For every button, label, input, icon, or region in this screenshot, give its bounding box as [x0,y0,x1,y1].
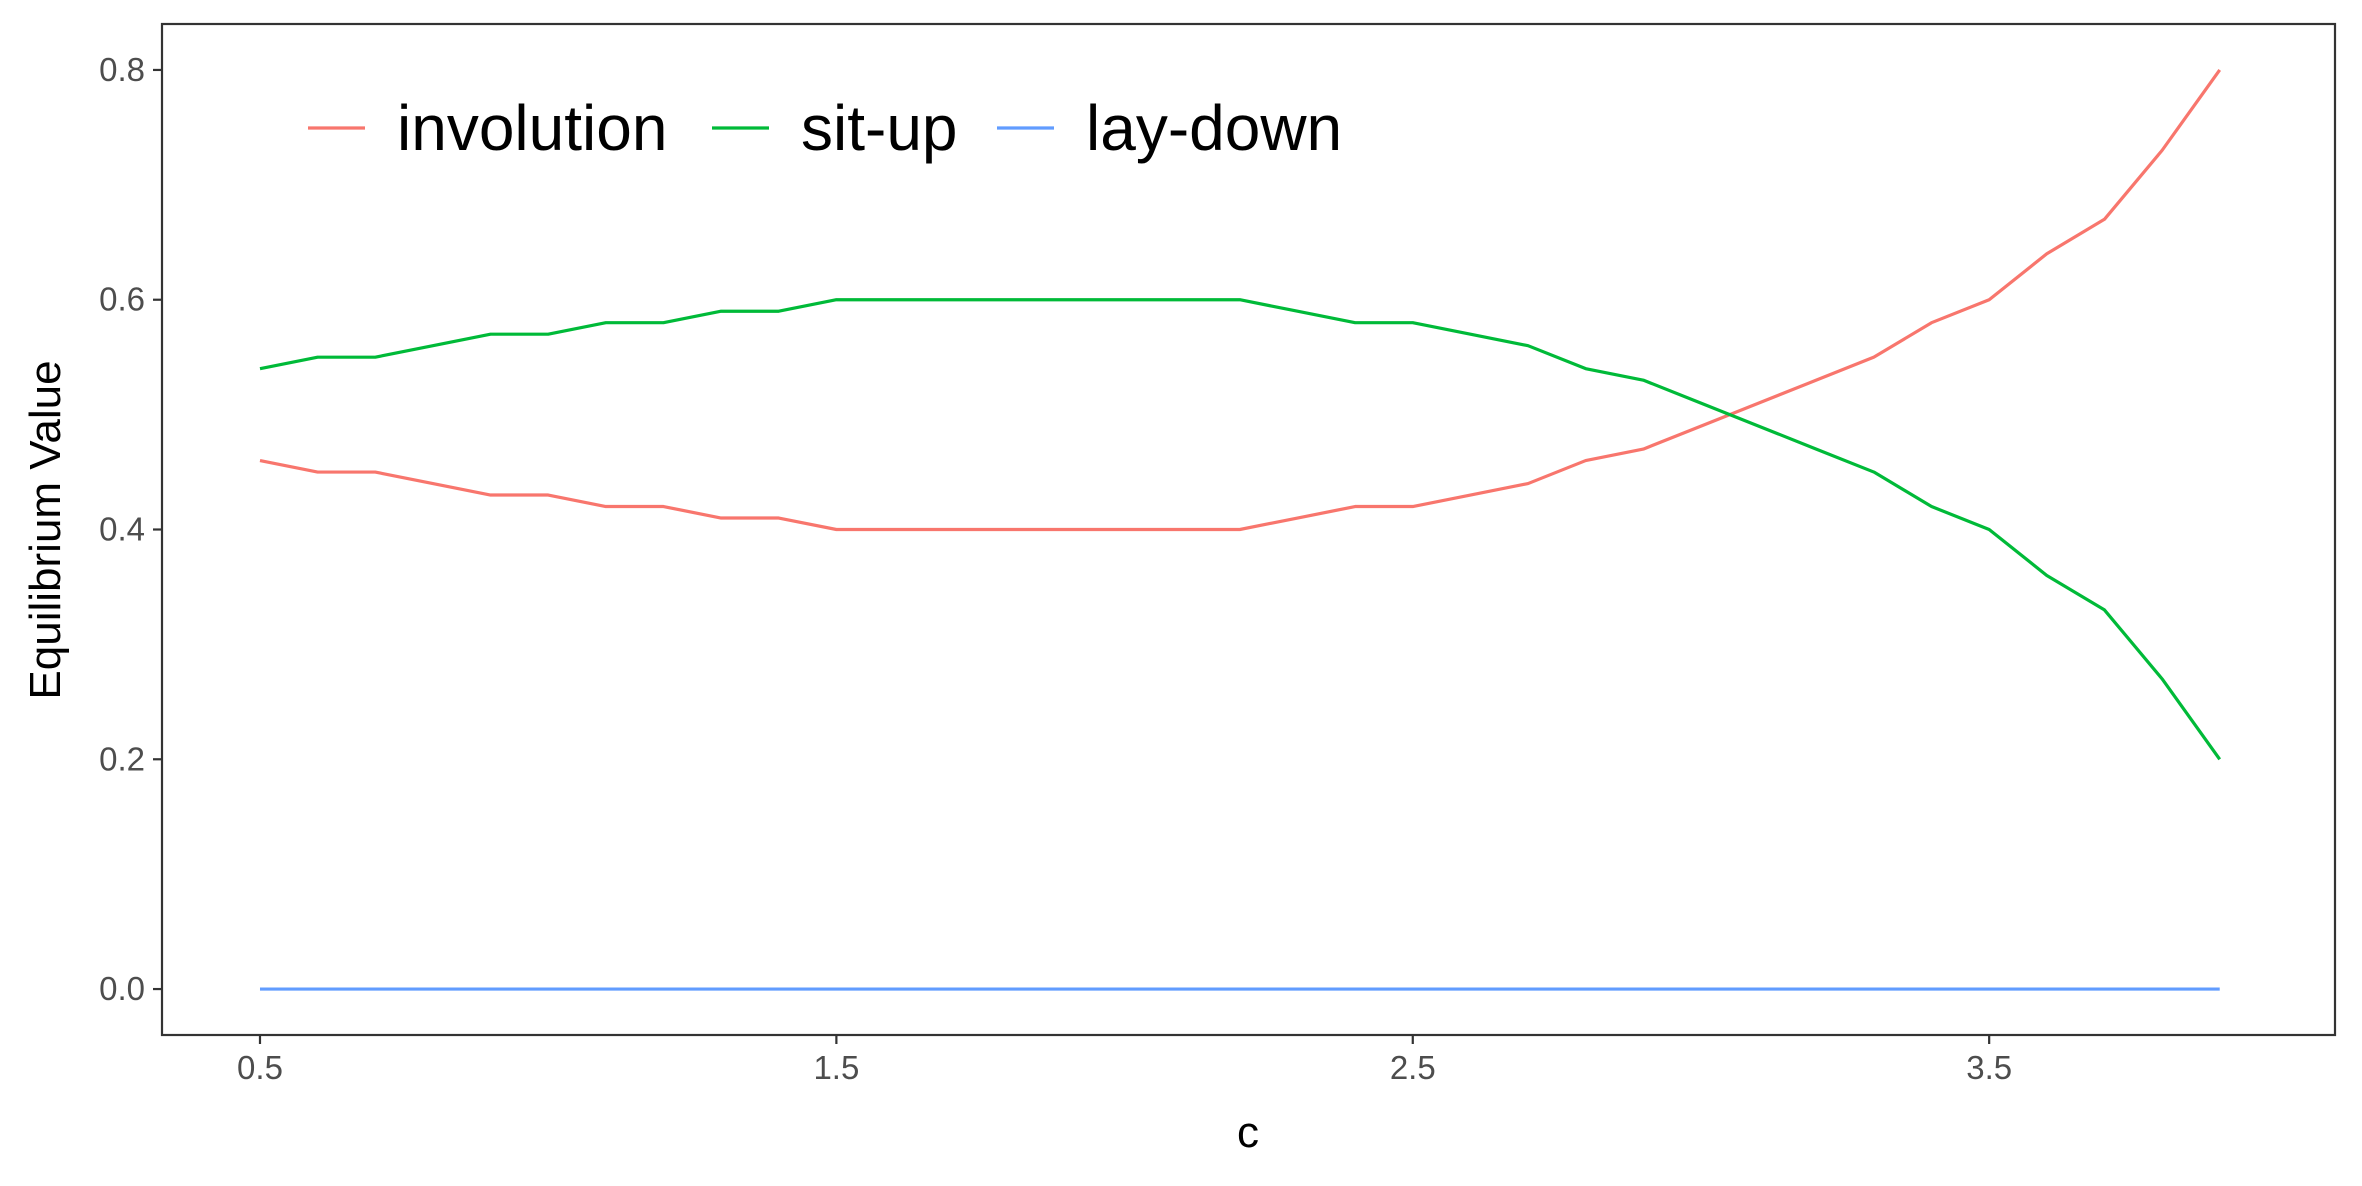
x-axis-title: c [1237,1108,1259,1157]
y-tick-label: 0.8 [99,51,145,88]
series-lines [259,69,2222,991]
plot-panel-border [160,22,2337,1037]
y-tick-label: 0.2 [99,740,145,777]
y-tick-label: 0.6 [99,281,145,318]
legend-label-lay-down: lay-down [1086,92,1342,164]
y-tick-label: 0.4 [99,511,145,548]
x-tick-label: 3.5 [1966,1049,2012,1086]
y-axis-title: Equilibrium Value [21,360,70,699]
x-tick-label: 2.5 [1390,1049,1436,1086]
series-line-sit-up [259,298,2222,761]
x-tick-label: 0.5 [237,1049,283,1086]
x-axis: 0.5 1.5 2.5 3.5 [237,1035,2012,1086]
y-tick-label: 0.0 [99,970,145,1007]
y-axis: 0.0 0.2 0.4 0.6 0.8 [99,51,162,1007]
legend-label-involution: involution [397,92,667,164]
legend: involution sit-up lay-down [308,92,1342,164]
legend-label-sit-up: sit-up [801,92,958,164]
x-tick-label: 1.5 [813,1049,859,1086]
series-line-involution [259,69,2222,532]
